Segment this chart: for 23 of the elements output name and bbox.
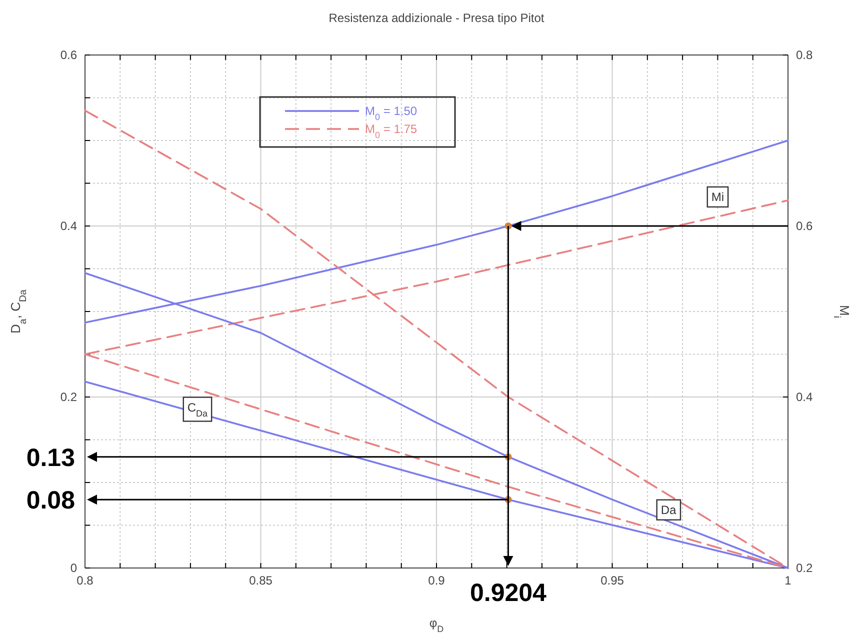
text: M$_{0}$ = 1.75	[365, 122, 418, 140]
x-tick-label: 0.8	[76, 574, 94, 588]
annotation: C$_{Da}$	[187, 400, 208, 418]
x-tick-label: 1	[784, 574, 792, 588]
annotation: 0.9204	[470, 579, 547, 607]
chart-title: Resistenza addizionale - Presa tipo Pitot	[328, 11, 545, 25]
y-tick-label: 0	[70, 560, 78, 575]
y-tick-label: 0.4	[60, 218, 78, 233]
x-tick-label: 0.85	[249, 574, 273, 588]
y-tick-label: 0.6	[60, 48, 78, 62]
x-tick-label: 0.9	[428, 574, 446, 588]
text: M$_{0}$ = 1.50	[365, 104, 418, 122]
x-axis-title: φ$_{D}$	[429, 616, 444, 634]
y2-tick-label: 0.4	[796, 390, 814, 404]
y2-tick-label: 0.8	[796, 48, 814, 62]
y2-tick-label: 0.6	[796, 218, 814, 233]
y2-tick-label: 0.2	[796, 560, 814, 575]
x-tick-label: 0.95	[600, 574, 624, 588]
y-tick-label: 0.2	[60, 390, 78, 404]
annotation: Da	[660, 502, 676, 517]
annotation: 0.08	[26, 486, 76, 515]
annotation: Mi	[711, 190, 724, 204]
annotation: 0.13	[26, 444, 75, 472]
